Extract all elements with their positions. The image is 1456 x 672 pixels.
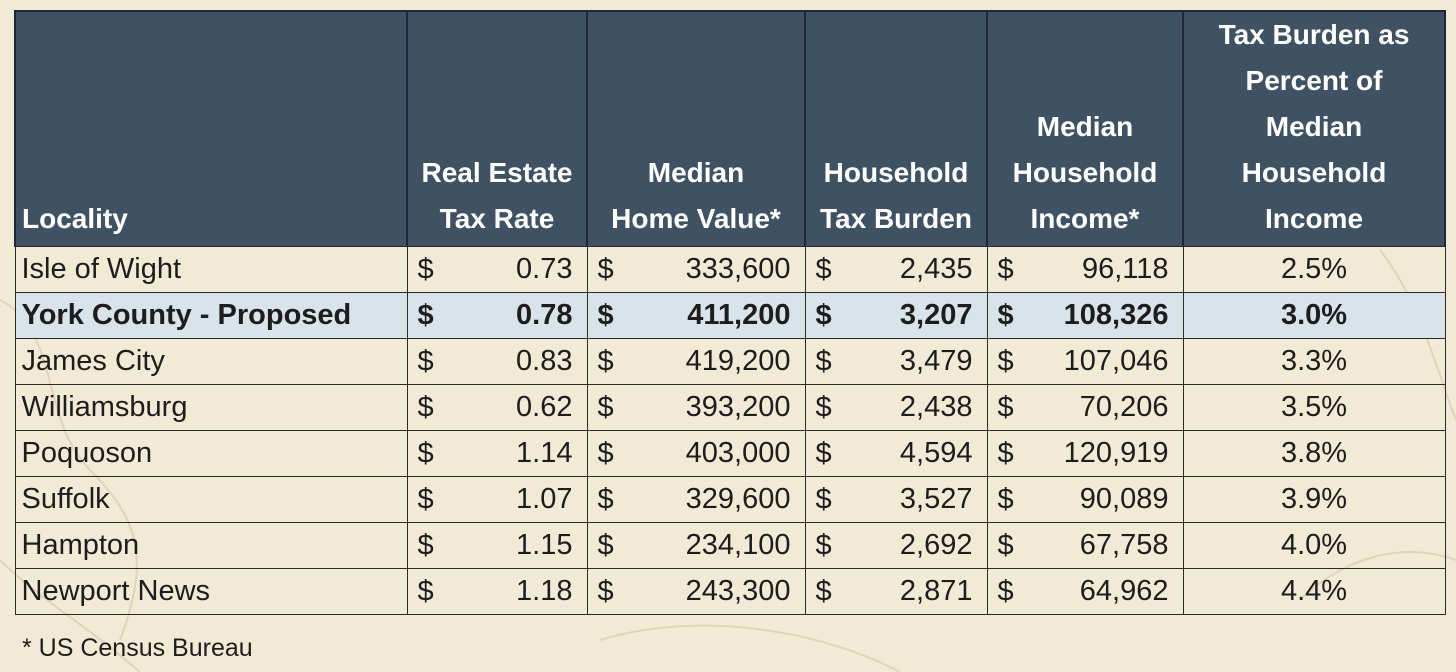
cell-locality: Suffolk (14, 476, 408, 523)
currency-symbol: $ (997, 345, 1014, 377)
cell-home-value: $411,200 (586, 292, 806, 339)
table-row: Newport News $1.18 $243,300 $2,871 $64,9… (14, 568, 1446, 615)
cell-income: $120,919 (986, 430, 1184, 477)
cell-income: $96,118 (986, 246, 1184, 293)
currency-symbol: $ (597, 575, 614, 607)
currency-symbol: $ (997, 253, 1014, 285)
currency-symbol: $ (597, 345, 614, 377)
cell-burden-percent: 4.0% (1182, 522, 1446, 569)
currency-symbol: $ (597, 437, 614, 469)
cell-tax-rate: $0.62 (406, 384, 588, 431)
cell-locality: Newport News (14, 568, 408, 615)
header-median-household-income: Median Household Income* (986, 10, 1184, 247)
cell-income: $90,089 (986, 476, 1184, 523)
cell-income: $108,326 (986, 292, 1184, 339)
currency-symbol: $ (815, 299, 832, 331)
cell-locality: Hampton (14, 522, 408, 569)
currency-symbol: $ (815, 253, 832, 285)
currency-symbol: $ (997, 391, 1014, 423)
cell-home-value: $234,100 (586, 522, 806, 569)
cell-burden-percent: 3.5% (1182, 384, 1446, 431)
cell-home-value: $329,600 (586, 476, 806, 523)
cell-income: $107,046 (986, 338, 1184, 385)
table-row: Hampton $1.15 $234,100 $2,692 $67,758 4.… (14, 522, 1446, 569)
cell-tax-burden: $2,438 (804, 384, 988, 431)
currency-symbol: $ (997, 575, 1014, 607)
currency-symbol: $ (417, 437, 434, 469)
currency-symbol: $ (997, 483, 1014, 515)
currency-symbol: $ (597, 529, 614, 561)
currency-symbol: $ (417, 253, 434, 285)
cell-income: $70,206 (986, 384, 1184, 431)
cell-locality: Williamsburg (14, 384, 408, 431)
currency-symbol: $ (417, 575, 434, 607)
cell-tax-rate: $0.83 (406, 338, 588, 385)
cell-locality: Poquoson (14, 430, 408, 477)
cell-tax-rate: $1.14 (406, 430, 588, 477)
currency-symbol: $ (417, 529, 434, 561)
cell-tax-burden: $3,207 (804, 292, 988, 339)
cell-tax-rate: $0.73 (406, 246, 588, 293)
cell-tax-rate: $1.07 (406, 476, 588, 523)
table-header-row: Locality Real Estate Tax Rate Median Hom… (14, 10, 1446, 247)
currency-symbol: $ (417, 483, 434, 515)
cell-locality: James City (14, 338, 408, 385)
cell-home-value: $333,600 (586, 246, 806, 293)
cell-burden-percent: 2.5% (1182, 246, 1446, 293)
currency-symbol: $ (417, 391, 434, 423)
table-row: Suffolk $1.07 $329,600 $3,527 $90,089 3.… (14, 476, 1446, 523)
cell-locality: York County - Proposed (14, 292, 408, 339)
header-locality: Locality (14, 10, 408, 247)
cell-burden-percent: 3.9% (1182, 476, 1446, 523)
footnote: * US Census Bureau (22, 634, 253, 662)
cell-income: $67,758 (986, 522, 1184, 569)
cell-tax-rate: $0.78 (406, 292, 588, 339)
cell-burden-percent: 3.3% (1182, 338, 1446, 385)
cell-burden-percent: 3.8% (1182, 430, 1446, 477)
currency-symbol: $ (997, 299, 1014, 331)
tax-comparison-table: Locality Real Estate Tax Rate Median Hom… (14, 10, 1446, 615)
cell-tax-burden: $3,479 (804, 338, 988, 385)
header-tax-rate: Real Estate Tax Rate (406, 10, 588, 247)
cell-tax-rate: $1.15 (406, 522, 588, 569)
currency-symbol: $ (815, 483, 832, 515)
currency-symbol: $ (597, 391, 614, 423)
currency-symbol: $ (597, 253, 614, 285)
currency-symbol: $ (597, 483, 614, 515)
currency-symbol: $ (997, 529, 1014, 561)
cell-burden-percent: 4.4% (1182, 568, 1446, 615)
currency-symbol: $ (815, 575, 832, 607)
cell-tax-burden: $2,692 (804, 522, 988, 569)
currency-symbol: $ (815, 345, 832, 377)
header-household-tax-burden: Household Tax Burden (804, 10, 988, 247)
currency-symbol: $ (815, 529, 832, 561)
cell-tax-burden: $2,435 (804, 246, 988, 293)
cell-home-value: $393,200 (586, 384, 806, 431)
cell-home-value: $243,300 (586, 568, 806, 615)
currency-symbol: $ (997, 437, 1014, 469)
currency-symbol: $ (417, 345, 434, 377)
header-median-home-value: Median Home Value* (586, 10, 806, 247)
table-row: Williamsburg $0.62 $393,200 $2,438 $70,2… (14, 384, 1446, 431)
header-tax-burden-percent: Tax Burden as Percent of Median Househol… (1182, 10, 1446, 247)
currency-symbol: $ (815, 437, 832, 469)
cell-tax-burden: $4,594 (804, 430, 988, 477)
cell-home-value: $419,200 (586, 338, 806, 385)
table-row: Poquoson $1.14 $403,000 $4,594 $120,919 … (14, 430, 1446, 477)
cell-burden-percent: 3.0% (1182, 292, 1446, 339)
cell-income: $64,962 (986, 568, 1184, 615)
currency-symbol: $ (597, 299, 614, 331)
cell-tax-burden: $3,527 (804, 476, 988, 523)
table-row: Isle of Wight $0.73 $333,600 $2,435 $96,… (14, 246, 1446, 293)
cell-tax-rate: $1.18 (406, 568, 588, 615)
currency-symbol: $ (815, 391, 832, 423)
cell-tax-burden: $2,871 (804, 568, 988, 615)
cell-locality: Isle of Wight (14, 246, 408, 293)
currency-symbol: $ (417, 299, 434, 331)
table-row-highlighted: York County - Proposed $0.78 $411,200 $3… (14, 292, 1446, 339)
table-row: James City $0.83 $419,200 $3,479 $107,04… (14, 338, 1446, 385)
cell-home-value: $403,000 (586, 430, 806, 477)
